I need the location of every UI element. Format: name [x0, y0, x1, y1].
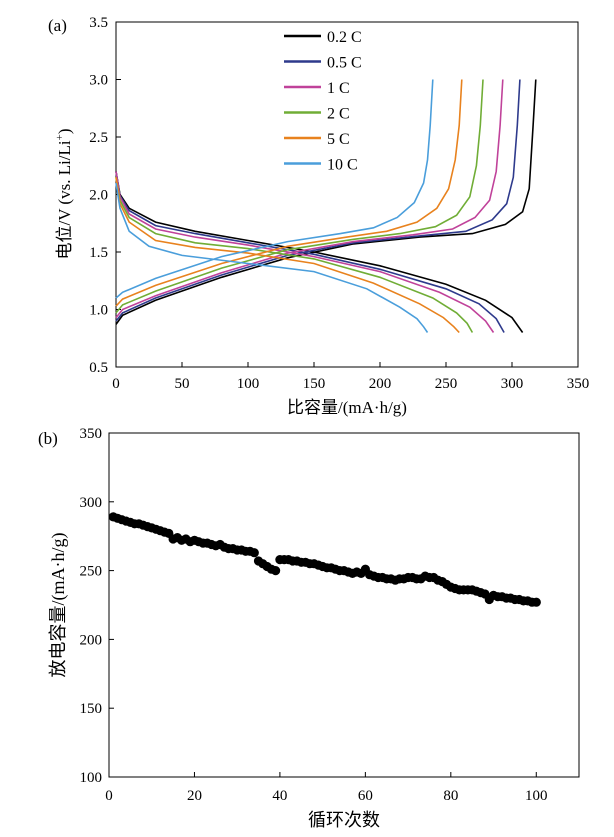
panel-b-y-tick-label: 350	[80, 426, 103, 442]
panel-a-label: (a)	[48, 16, 67, 35]
panel-a-x-tick-label: 200	[369, 376, 392, 392]
charge-curve-series-5	[115, 79, 434, 299]
panel-b-label: (b)	[38, 429, 58, 448]
legend-label-series-4: 5 C	[327, 131, 350, 148]
panel-a-y-tick-label: 0.5	[89, 360, 108, 376]
data-point	[271, 566, 281, 576]
panel-a-y-tick-label: 1.0	[89, 303, 108, 319]
discharge-curve-series-0	[115, 171, 524, 333]
panel-b-x-axis-label: 循环次数	[308, 810, 380, 830]
panel-a-y-axis-label: 电位/V (vs. Li/Li+)	[54, 128, 74, 259]
panel-a-x-tick-label: 300	[501, 376, 524, 392]
panel-a-y-tick-label: 2.5	[89, 130, 108, 146]
panel-a-ticks: 0 50 100 150 200 250 300 350 0.5 1.0 1.5 2.0 2.5 3.0 3…	[89, 15, 589, 392]
panel-b-y-tick-label: 300	[80, 495, 103, 511]
charge-curve-series-1	[115, 79, 521, 322]
panel-a-y-tick-label: 1.5	[89, 245, 108, 261]
panel-b-x-tick-label: 100	[525, 788, 548, 804]
panel-a-y-tick-label: 3.0	[89, 73, 108, 89]
panel-b-series	[108, 512, 541, 607]
data-point	[249, 548, 259, 558]
panel-b-x-tick-label: 60	[358, 788, 373, 804]
panel-b-y-tick-label: 150	[80, 701, 103, 717]
panel-b-x-tick-label: 40	[272, 788, 287, 804]
panel-a-x-tick-label: 50	[175, 376, 190, 392]
panel-a-x-tick-label: 0	[112, 376, 120, 392]
panel-a-x-tick-label: 250	[435, 376, 458, 392]
panel-a-series	[115, 79, 537, 334]
data-point	[531, 597, 541, 607]
panel-a-x-tick-label: 150	[303, 376, 326, 392]
legend-label-series-1: 0.5 C	[327, 55, 362, 72]
panel-a-chart: (a) 0 50 100 150 200 250 300 350 0.5 1.0 1.5 2.0 2.5…	[48, 15, 589, 417]
panel-a-legend: 0.2 C 0.5 C 1 C 2 C 5 C 10 C	[284, 29, 362, 174]
charge-curve-series-4	[115, 79, 463, 307]
panel-a-x-axis-label: 比容量/(mA·h/g)	[287, 398, 407, 417]
legend-label-series-2: 1 C	[327, 80, 350, 97]
discharge-curve-series-5	[115, 182, 429, 333]
panel-b-y-tick-label: 200	[80, 632, 103, 648]
legend-label-series-3: 2 C	[327, 106, 350, 123]
panel-a-y-tick-label: 3.5	[89, 15, 108, 31]
panel-b-plot-area	[108, 432, 580, 778]
panel-a-x-tick-label: 350	[567, 376, 590, 392]
panel-b-x-tick-label: 20	[187, 788, 202, 804]
panel-b-y-axis-label: 放电容量/(mA·h/g)	[48, 533, 69, 678]
charge-curve-series-3	[115, 79, 484, 314]
panel-b-y-tick-label: 100	[80, 770, 103, 786]
panel-b-y-tick-label: 250	[80, 564, 103, 580]
legend-label-series-5: 10 C	[327, 157, 358, 174]
panel-b-x-tick-label: 80	[443, 788, 458, 804]
panel-b-ticks: 0 20 40 60 80 100 100 150 200 250 300 350	[80, 426, 548, 804]
panel-a-x-tick-label: 100	[237, 376, 260, 392]
charge-curve-series-0	[115, 79, 537, 325]
panel-b-x-tick-label: 0	[105, 788, 113, 804]
charge-curve-series-2	[115, 79, 504, 319]
discharge-curve-series-3	[115, 177, 474, 333]
panel-a-y-axis-label-end: )	[55, 128, 74, 134]
panel-a-y-axis-label-sup: +	[54, 134, 66, 140]
discharge-curve-series-4	[115, 177, 460, 334]
panel-a-y-tick-label: 2.0	[89, 188, 108, 204]
legend-label-series-0: 0.2 C	[327, 29, 362, 46]
panel-a-y-axis-label-main: 电位/V (vs. Li/Li	[55, 140, 74, 259]
